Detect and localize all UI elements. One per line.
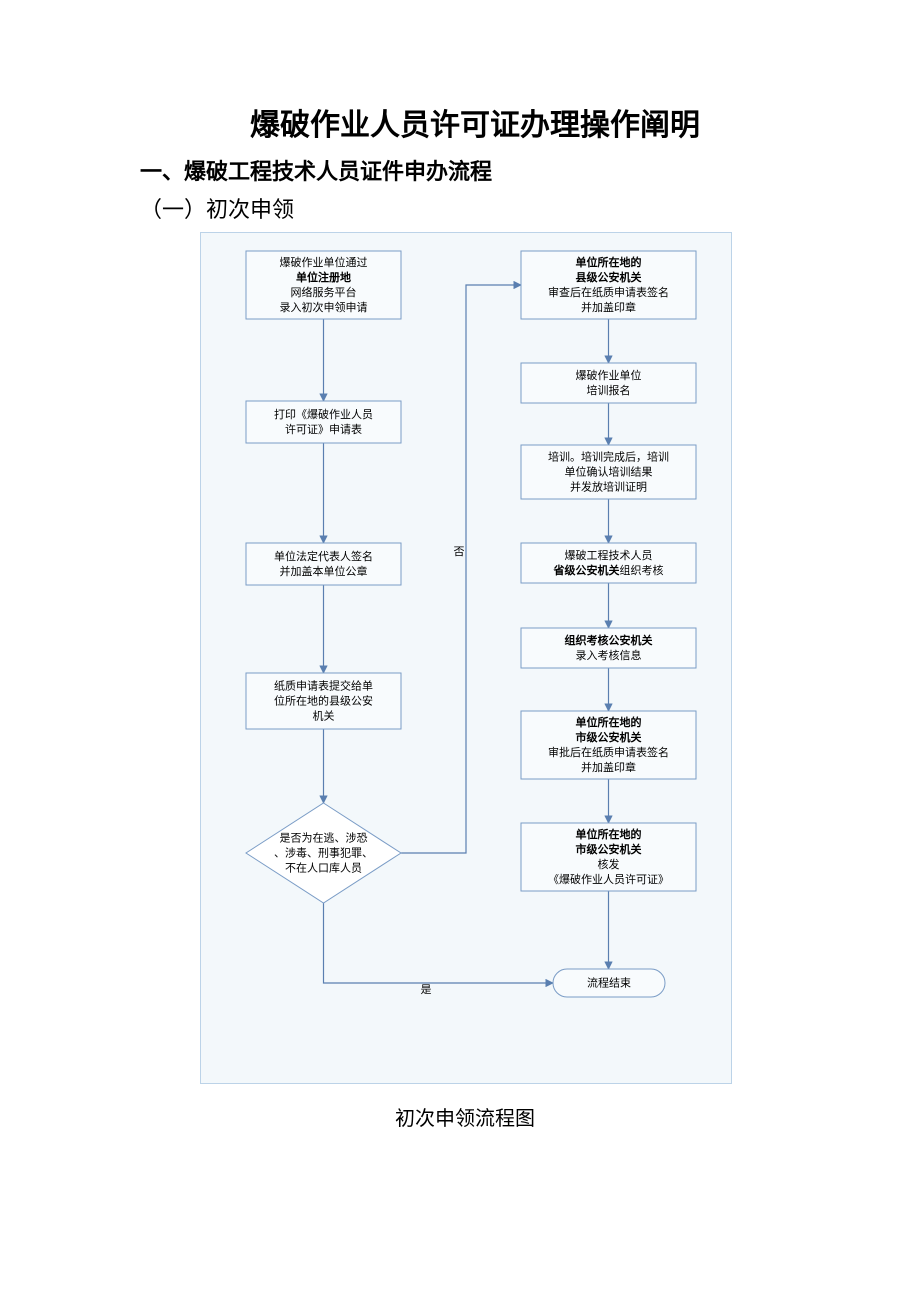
svg-text:爆破作业单位通过: 爆破作业单位通过: [280, 255, 368, 269]
svg-text:单位所在地的: 单位所在地的: [576, 255, 642, 269]
svg-text:并加盖本单位公章: 并加盖本单位公章: [280, 564, 368, 578]
figure-caption: 初次申领流程图: [200, 1102, 730, 1131]
svg-text:并发放培训证明: 并发放培训证明: [570, 480, 647, 494]
svg-text:单位注册地: 单位注册地: [296, 270, 351, 284]
svg-text:单位法定代表人签名: 单位法定代表人签名: [274, 549, 373, 563]
svg-text:打印《爆破作业人员: 打印《爆破作业人员: [274, 407, 373, 421]
svg-text:许可证》申请表: 许可证》申请表: [285, 422, 362, 436]
flowchart-container: 否是 爆破作业单位通过单位注册地网络服务平台录入初次申领申请打印《爆破作业人员许可…: [200, 232, 730, 1131]
svg-text:并加盖印章: 并加盖印章: [581, 760, 636, 774]
svg-text:培训报名: 培训报名: [587, 383, 631, 397]
svg-text:县级公安机关: 县级公安机关: [576, 270, 642, 284]
document-page: 爆破作业人员许可证办理操作阐明 一、爆破工程技术人员证件申办流程 （一）初次申领…: [0, 0, 920, 1191]
svg-text:市级公安机关: 市级公安机关: [576, 842, 642, 856]
svg-text:不在人口库人员: 不在人口库人员: [285, 862, 362, 875]
flowchart-svg: 否是 爆破作业单位通过单位注册地网络服务平台录入初次申领申请打印《爆破作业人员许可…: [201, 233, 731, 1083]
svg-text:单位确认培训结果: 单位确认培训结果: [565, 465, 653, 479]
svg-text:是否为在逃、涉恐: 是否为在逃、涉恐: [280, 831, 368, 845]
svg-text:单位所在地的: 单位所在地的: [576, 827, 642, 841]
svg-text:《爆破作业人员许可证》: 《爆破作业人员许可证》: [548, 872, 669, 886]
svg-text:并加盖印章: 并加盖印章: [581, 300, 636, 314]
svg-text:位所在地的县级公安: 位所在地的县级公安: [274, 694, 373, 708]
svg-text:培训。培训完成后，培训: 培训。培训完成后，培训: [548, 450, 669, 464]
svg-text:组织考核公安机关: 组织考核公安机关: [565, 633, 653, 647]
svg-text:网络服务平台: 网络服务平台: [291, 285, 357, 299]
svg-text:否: 否: [454, 546, 465, 558]
svg-text:单位所在地的: 单位所在地的: [576, 715, 642, 729]
svg-text:录入初次申领申请: 录入初次申领申请: [280, 300, 368, 314]
svg-text:爆破工程技术人员: 爆破工程技术人员: [565, 548, 653, 562]
svg-text:机关: 机关: [313, 709, 335, 723]
svg-text:纸质申请表提交给单: 纸质申请表提交给单: [274, 679, 373, 693]
subsection-heading: （一）初次申领: [140, 192, 810, 224]
section-heading: 一、爆破工程技术人员证件申办流程: [140, 154, 810, 186]
svg-text:审批后在纸质申请表签名: 审批后在纸质申请表签名: [548, 745, 669, 759]
page-title: 爆破作业人员许可证办理操作阐明: [140, 100, 810, 144]
svg-text:录入考核信息: 录入考核信息: [576, 648, 642, 662]
svg-text:省级公安机关组织考核: 省级公安机关组织考核: [553, 563, 664, 577]
svg-text:流程结束: 流程结束: [587, 976, 631, 990]
svg-text:市级公安机关: 市级公安机关: [576, 730, 642, 744]
svg-text:是: 是: [421, 983, 432, 996]
svg-text:爆破作业单位: 爆破作业单位: [576, 368, 642, 382]
svg-text:、涉毒、刑事犯罪、: 、涉毒、刑事犯罪、: [274, 846, 373, 860]
svg-text:核发: 核发: [598, 857, 620, 871]
svg-text:审查后在纸质申请表签名: 审查后在纸质申请表签名: [548, 285, 669, 299]
flowchart: 否是 爆破作业单位通过单位注册地网络服务平台录入初次申领申请打印《爆破作业人员许可…: [200, 232, 732, 1084]
